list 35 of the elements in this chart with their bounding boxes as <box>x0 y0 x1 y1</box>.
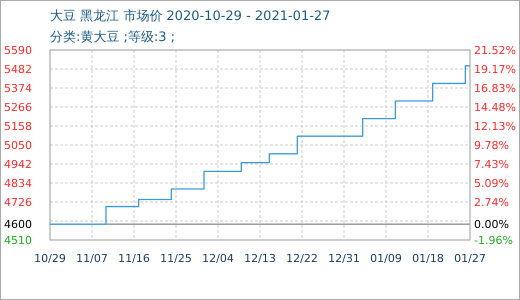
x-tick-label: 12/31 <box>328 252 360 265</box>
x-tick-label: 12/13 <box>244 252 276 265</box>
y-tick-label: 5266 <box>4 101 32 114</box>
chart-subtitle: 分类:黄大豆 ;等级:3 ; <box>50 30 176 45</box>
y-tick-label: 4834 <box>4 177 32 190</box>
x-tick-label: 11/25 <box>160 252 192 265</box>
chart-title: 大豆 黑龙江 市场价 2020-10-29 - 2021-01-27 <box>50 9 330 24</box>
y2-tick-label: 19.17% <box>474 63 516 76</box>
y2-tick-label: -1.96% <box>474 234 513 247</box>
x-tick-label: 01/09 <box>370 252 402 265</box>
y2-tick-label: 7.43% <box>474 158 509 172</box>
y-tick-label: 4942 <box>4 158 32 171</box>
y-tick-label: 5050 <box>4 139 32 152</box>
y-tick-label: 5590 <box>4 44 32 57</box>
y2-tick-label: 14.48% <box>474 100 516 114</box>
y2-tick-label: 5.09% <box>474 176 509 190</box>
y-tick-label: 5158 <box>4 120 32 133</box>
ref-line-label: 4600 <box>4 218 32 232</box>
x-tick-label: 11/16 <box>118 252 150 265</box>
x-tick-label: 10/29 <box>34 252 66 265</box>
y2-tick-label: 21.52% <box>474 44 516 57</box>
y2-tick-label: 16.83% <box>474 82 516 95</box>
y2-tick-label: 9.78% <box>474 139 509 152</box>
y2-tick-label: 2.74% <box>474 196 509 209</box>
x-tick-label: 12/22 <box>286 252 318 265</box>
x-tick-label: 11/07 <box>76 252 108 265</box>
x-tick-label: 01/18 <box>412 252 444 265</box>
y-tick-label: 5482 <box>4 63 32 76</box>
x-tick-label: 12/04 <box>202 252 234 265</box>
y2-tick-label: 12.13% <box>474 120 516 133</box>
x-tick-label: 01/27 <box>454 252 486 265</box>
y2-tick-label: 0.00% <box>474 218 509 232</box>
y-tick-label: 4510 <box>4 234 32 247</box>
y-tick-label: 4726 <box>4 196 32 209</box>
y-tick-label: 5374 <box>4 82 32 95</box>
